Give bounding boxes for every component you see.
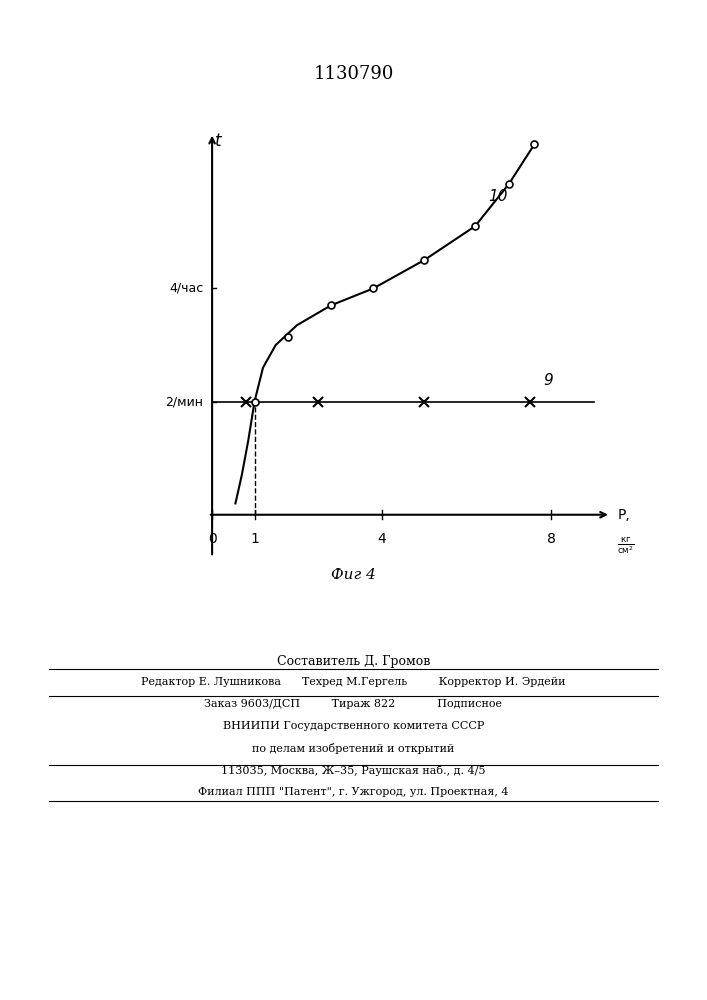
Text: Фиг 4: Фиг 4 bbox=[331, 568, 376, 582]
Text: Заказ 9603/ДСП         Тираж 822            Подписное: Заказ 9603/ДСП Тираж 822 Подписное bbox=[204, 699, 503, 709]
Text: по делам изобретений и открытий: по делам изобретений и открытий bbox=[252, 743, 455, 754]
Text: $\frac{\rm кг}{\rm см^2}$: $\frac{\rm кг}{\rm см^2}$ bbox=[617, 535, 635, 556]
Text: 9: 9 bbox=[543, 373, 553, 388]
Text: ВНИИПИ Государственного комитета СССР: ВНИИПИ Государственного комитета СССР bbox=[223, 721, 484, 731]
Text: 113035, Москва, Ж–35, Раушская наб., д. 4/5: 113035, Москва, Ж–35, Раушская наб., д. … bbox=[221, 765, 486, 776]
Text: 1: 1 bbox=[250, 532, 259, 546]
Text: 10: 10 bbox=[488, 189, 508, 204]
Text: 4: 4 bbox=[378, 532, 386, 546]
Text: 0: 0 bbox=[208, 532, 216, 546]
Text: 2/мин: 2/мин bbox=[165, 395, 204, 408]
Text: P,: P, bbox=[617, 508, 630, 522]
Text: 8: 8 bbox=[547, 532, 556, 546]
Text: t: t bbox=[215, 132, 222, 150]
Text: 1130790: 1130790 bbox=[313, 65, 394, 83]
Text: Редактор Е. Лушникова      Техред М.Гергель         Корректор И. Эрдейи: Редактор Е. Лушникова Техред М.Гергель К… bbox=[141, 677, 566, 687]
Text: Филиал ППП "Патент", г. Ужгород, ул. Проектная, 4: Филиал ППП "Патент", г. Ужгород, ул. Про… bbox=[198, 787, 509, 797]
Text: 4/час: 4/час bbox=[170, 282, 204, 295]
Text: Составитель Д. Громов: Составитель Д. Громов bbox=[277, 655, 430, 668]
